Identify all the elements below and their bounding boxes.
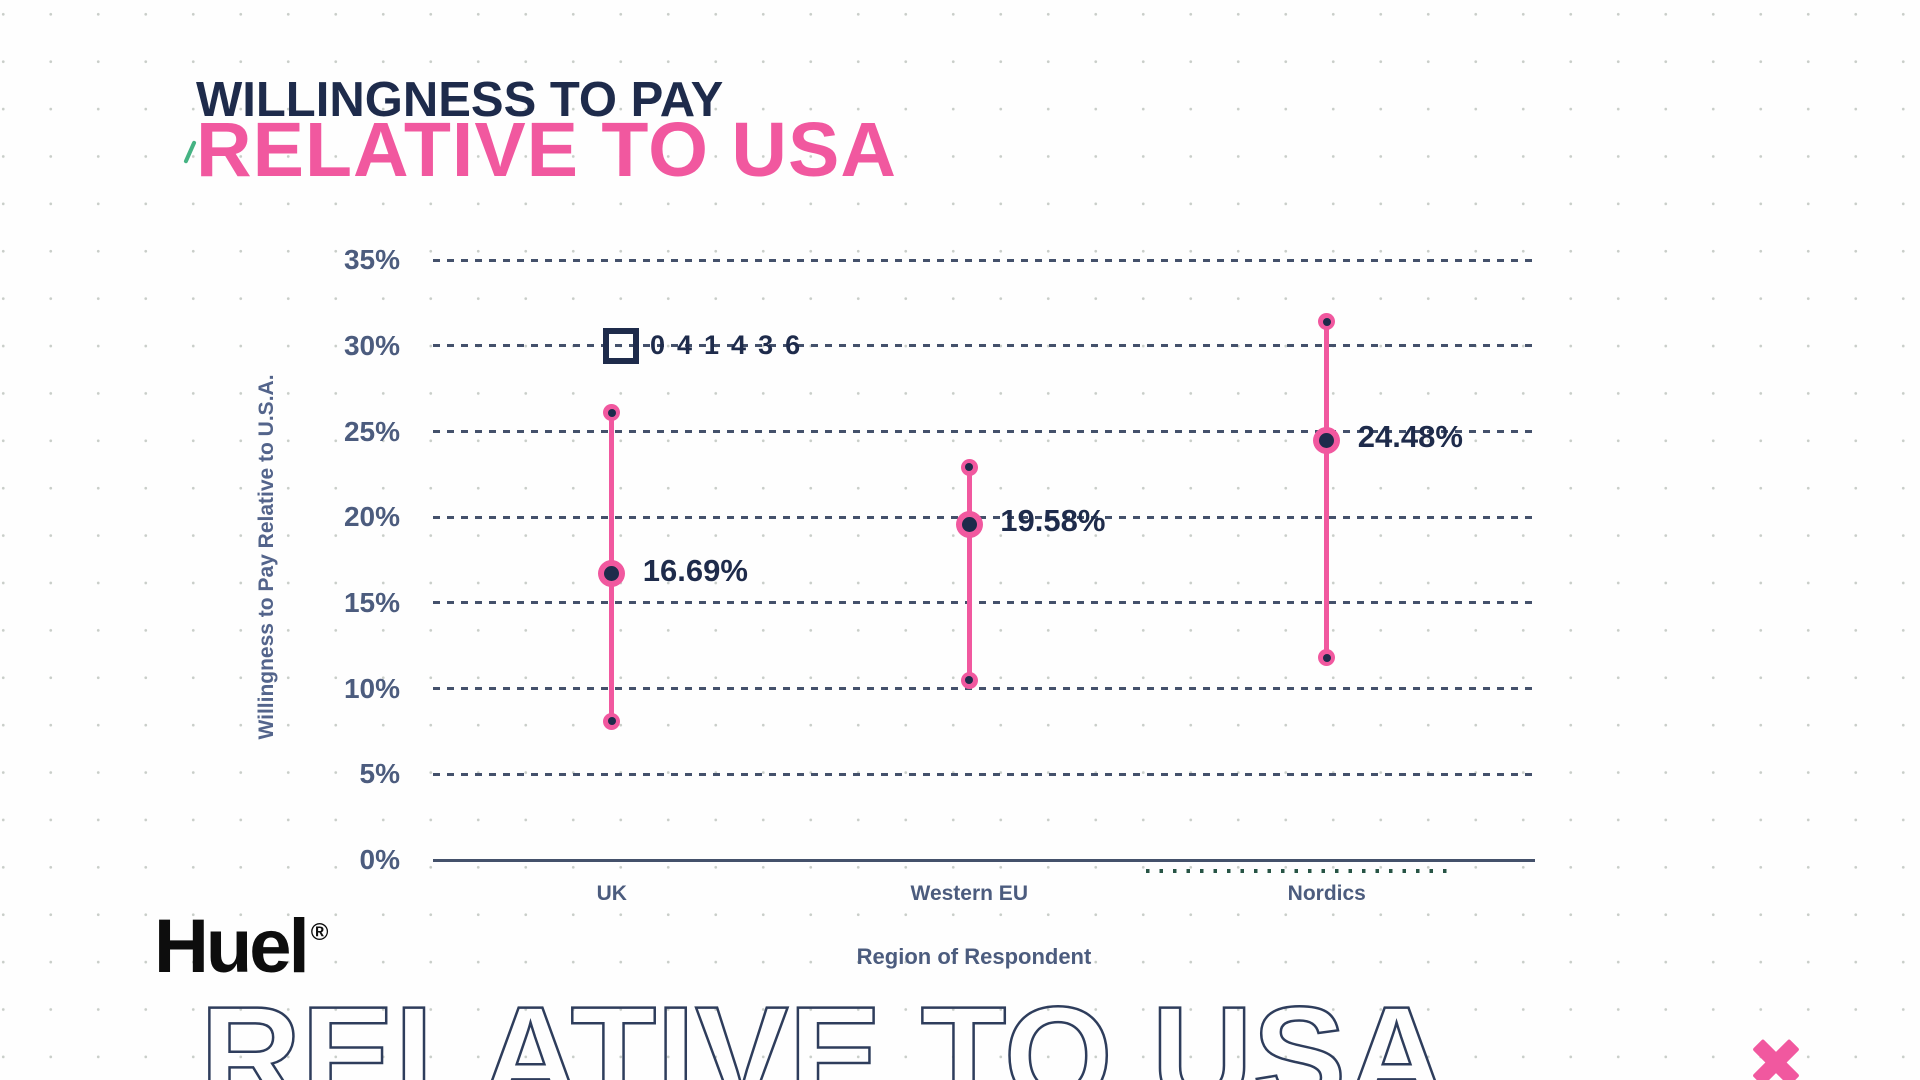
gridline-30 bbox=[433, 344, 1535, 348]
range-cap-bottom-1 bbox=[960, 671, 978, 689]
huel-logo-text: Huel bbox=[154, 904, 310, 989]
y-tick-label-15: 15% bbox=[343, 586, 400, 618]
mean-point-0-center bbox=[604, 566, 620, 582]
range-cap-bottom-2 bbox=[1318, 649, 1336, 667]
y-tick-label-5: 5% bbox=[359, 758, 400, 790]
data-label-1: 19.58% bbox=[1000, 503, 1106, 539]
mean-point-0 bbox=[598, 560, 626, 588]
range-cap-bottom-0 bbox=[603, 712, 621, 730]
y-tick-label-20: 20% bbox=[343, 501, 400, 533]
x-tick-label-2: Nordics bbox=[1287, 882, 1366, 905]
range-line-2 bbox=[1324, 321, 1330, 658]
range-cap-top-0 bbox=[603, 404, 621, 422]
data-label-0: 16.69% bbox=[642, 552, 748, 588]
checkbox-annotation-icon bbox=[603, 328, 639, 364]
x-tick-label-1: Western EU bbox=[910, 882, 1028, 905]
data-label-2: 24.48% bbox=[1357, 419, 1463, 455]
mean-point-2 bbox=[1313, 426, 1341, 454]
range-cap-top-2 bbox=[1318, 313, 1336, 331]
huel-logo: Huel ® bbox=[154, 903, 328, 990]
y-tick-label-0: 0% bbox=[359, 844, 400, 875]
range-cap-bottom-1-center bbox=[965, 676, 974, 685]
range-line-1 bbox=[966, 467, 972, 681]
y-tick-label-10: 10% bbox=[343, 672, 400, 704]
range-cap-top-1 bbox=[960, 458, 978, 476]
range-cap-top-0-center bbox=[607, 408, 616, 417]
gridline-15 bbox=[433, 601, 1535, 605]
x-tick-label-0: UK bbox=[596, 882, 627, 905]
x-axis-line bbox=[433, 858, 1535, 862]
range-cap-bottom-2-center bbox=[1322, 653, 1331, 662]
footer-watermark-text: RELATIVE TO USA bbox=[199, 976, 1449, 1080]
slide-title-line1: WILLINGNESS TO PAY bbox=[196, 73, 724, 127]
slide-title-line2: RELATIVE TO USA bbox=[196, 107, 897, 193]
gridline-20 bbox=[433, 515, 1535, 519]
gridline-25 bbox=[433, 430, 1535, 433]
y-tick-label-30: 30% bbox=[343, 329, 400, 361]
mean-point-1 bbox=[955, 510, 983, 538]
gridline-10 bbox=[433, 687, 1535, 691]
mean-point-1-center bbox=[961, 516, 977, 532]
registered-trademark-icon: ® bbox=[310, 918, 329, 946]
y-tick-label-25: 25% bbox=[343, 415, 400, 447]
range-cap-top-1-center bbox=[965, 463, 974, 472]
range-cap-bottom-0-center bbox=[607, 717, 616, 726]
pink-cross-icon bbox=[1752, 1038, 1800, 1080]
mean-point-2-center bbox=[1319, 432, 1335, 448]
gridline-5 bbox=[433, 772, 1535, 776]
range-cap-top-2-center bbox=[1322, 317, 1331, 326]
x-axis-title: Region of Respondent bbox=[856, 944, 1092, 969]
gridline-35 bbox=[433, 258, 1535, 262]
axis-dotted-underline bbox=[1146, 869, 1448, 873]
y-tick-label-35: 35% bbox=[343, 244, 400, 276]
digits-annotation: 041436 bbox=[650, 330, 813, 360]
